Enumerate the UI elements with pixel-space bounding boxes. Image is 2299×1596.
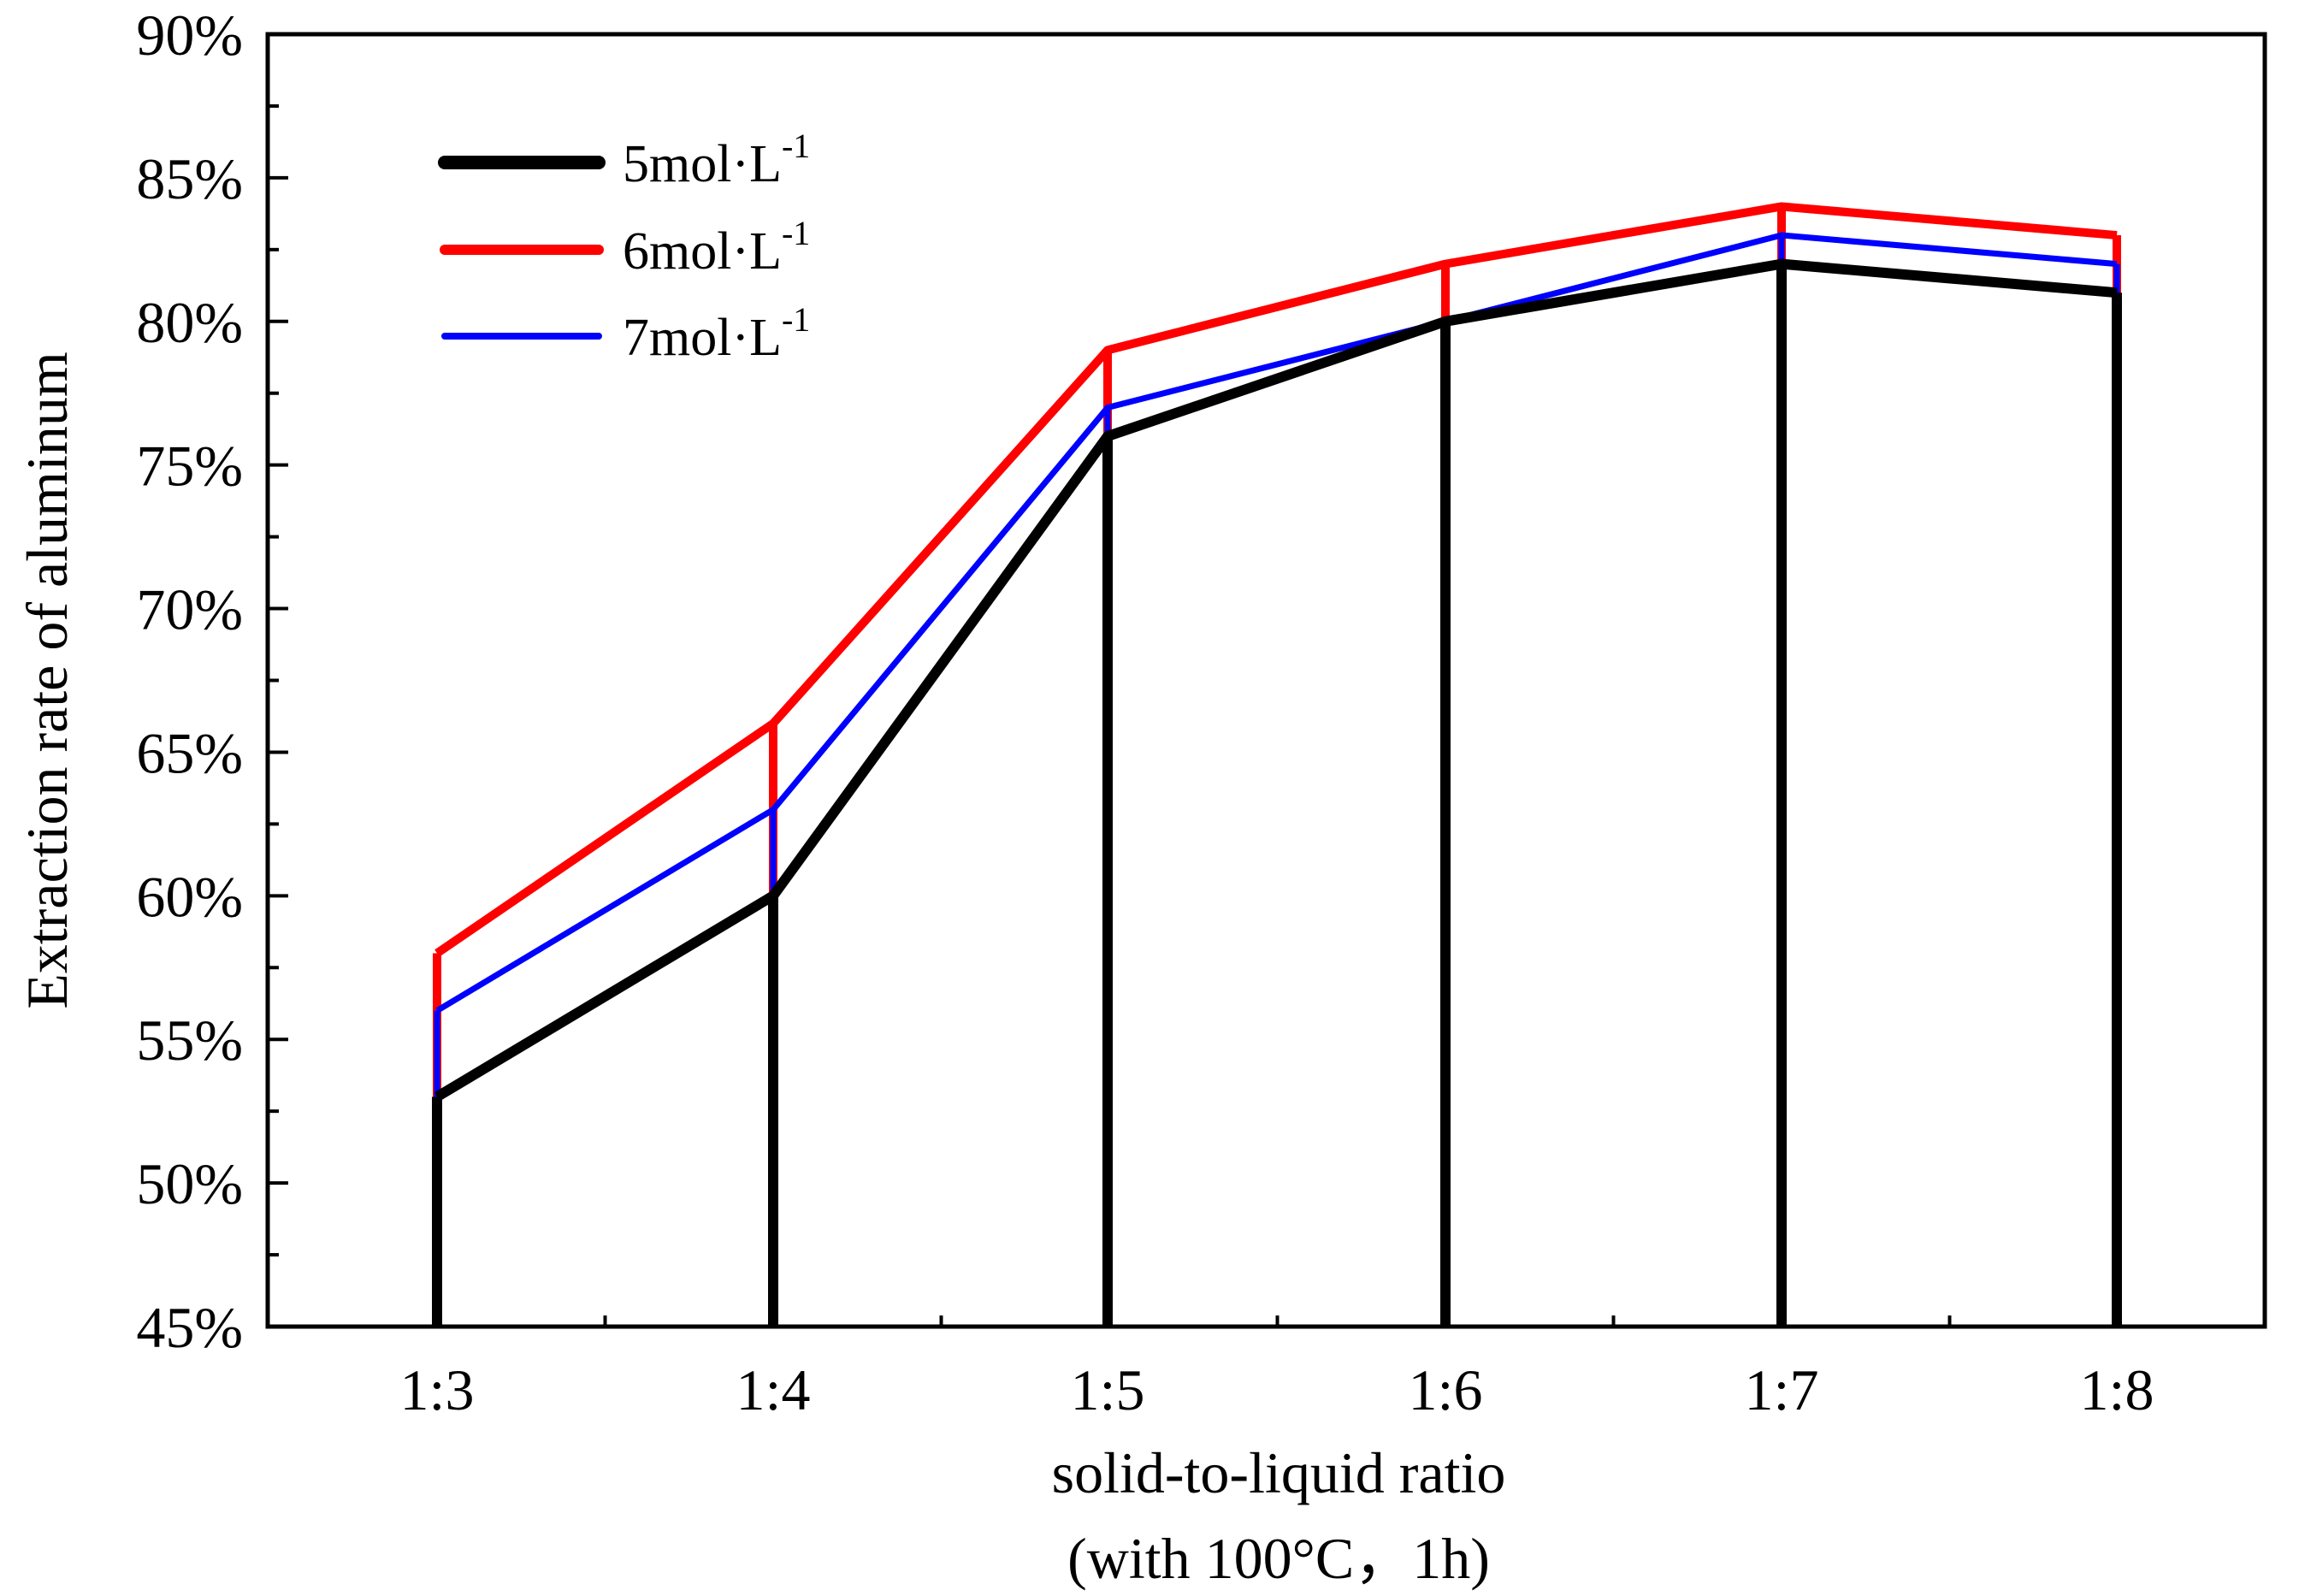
series-line	[434, 202, 2118, 957]
legend-label: 7mol·L-1	[623, 300, 810, 367]
y-tick-label: 55%	[136, 1008, 243, 1073]
y-tick-label: 75%	[136, 434, 243, 499]
y-tick-label: 60%	[136, 864, 243, 929]
x-axis-subtitle: (with 100°C，1h)	[1067, 1526, 1490, 1591]
x-tick-label: 1:7	[1745, 1357, 1819, 1422]
drop-lines	[432, 206, 2122, 1327]
y-tick-label: 45%	[136, 1295, 243, 1360]
x-axis-title: solid-to-liquid ratio	[1052, 1440, 1506, 1505]
y-tick-label: 85%	[136, 146, 243, 211]
y-tick-label: 70%	[136, 577, 243, 642]
series-line	[435, 232, 2118, 1014]
y-axis-title: Extraction rate of aluminum	[15, 352, 80, 1009]
y-tick-label: 90%	[136, 3, 243, 68]
legend: 5mol·L-1 6mol·L-1 7mol·L-1	[438, 127, 810, 367]
y-tick-label: 50%	[136, 1151, 243, 1216]
y-axis: 45% 50% 55% 60% 65% 70% 75% 80% 85% 90%	[136, 3, 288, 1360]
y-tick-label: 80%	[136, 290, 243, 355]
x-tick-label: 1:6	[1409, 1357, 1483, 1422]
legend-label: 5mol·L-1	[623, 127, 810, 193]
legend-label: 6mol·L-1	[623, 214, 810, 281]
x-tick-label: 1:5	[1071, 1357, 1145, 1422]
plot-frame	[265, 32, 2267, 1329]
series-line	[434, 258, 2118, 1102]
x-tick-label: 1:4	[736, 1357, 811, 1422]
x-tick-label: 1:3	[400, 1357, 475, 1422]
x-axis: 1:3 1:4 1:5 1:6 1:7 1:8	[400, 1306, 2154, 1422]
y-tick-label: 65%	[136, 720, 243, 785]
series-lines	[434, 202, 2118, 1102]
x-tick-label: 1:8	[2080, 1357, 2154, 1422]
